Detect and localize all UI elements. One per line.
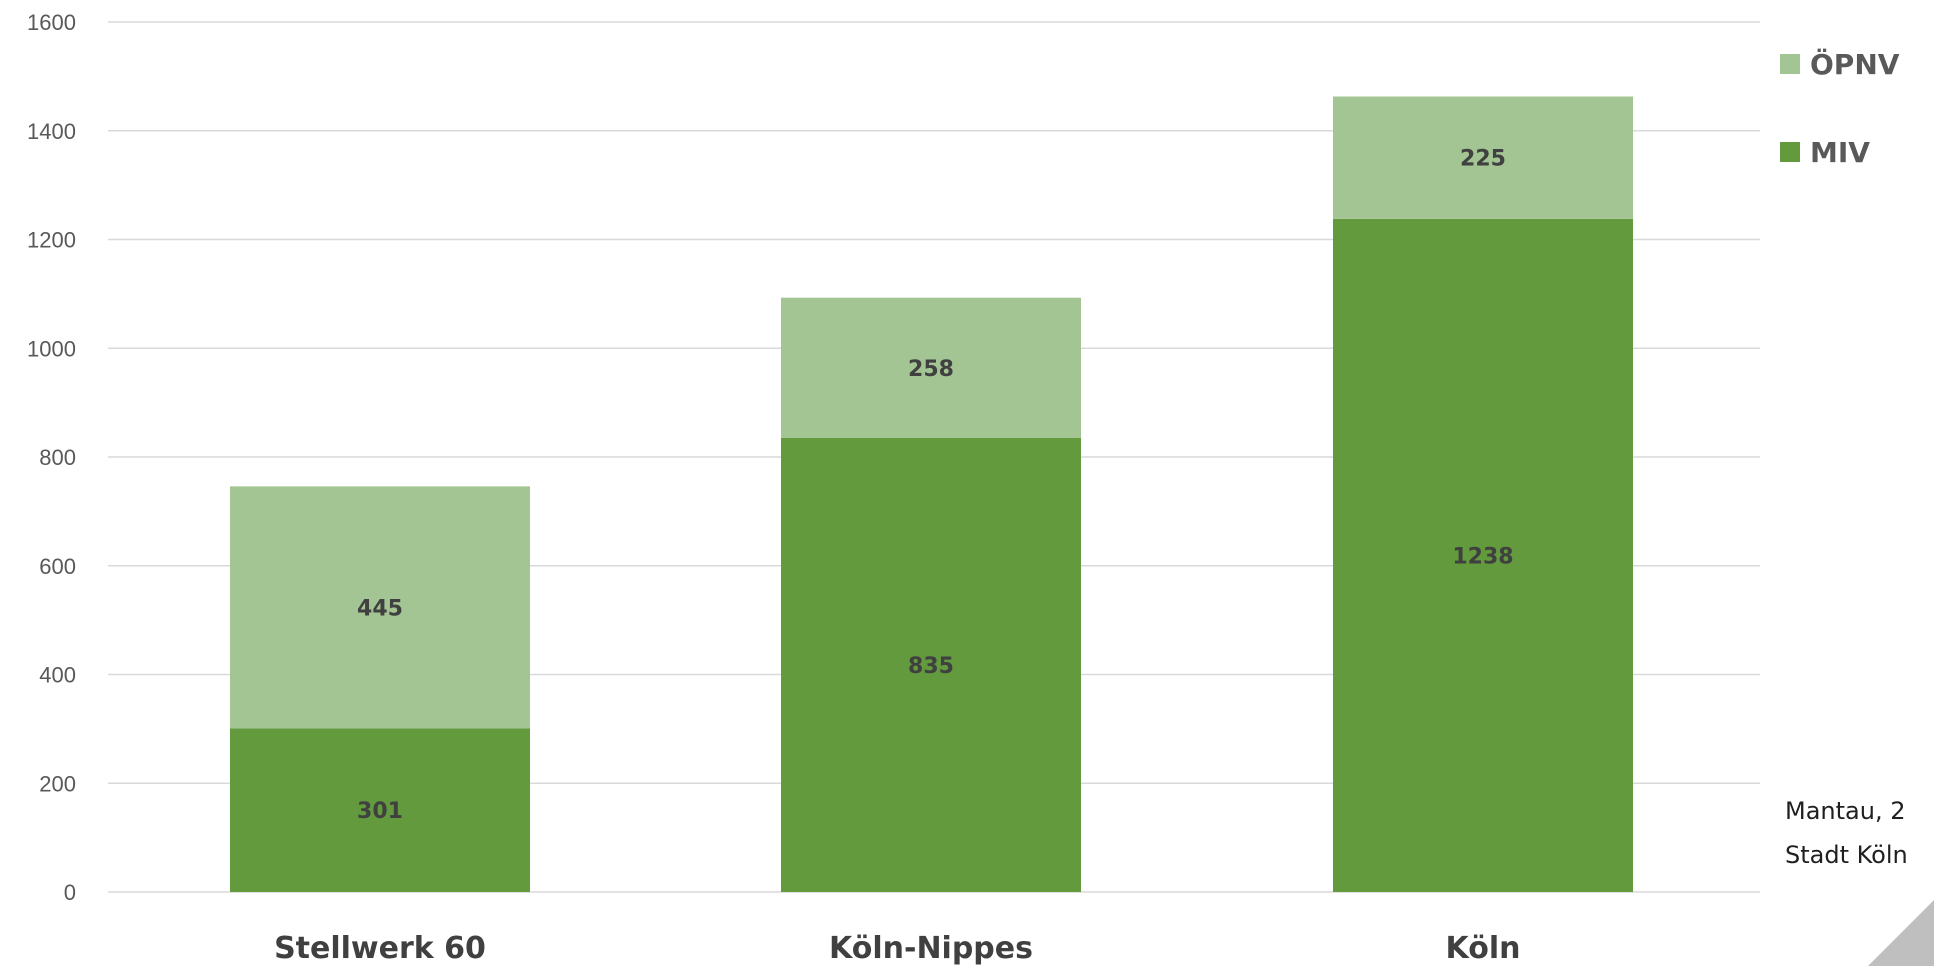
- y-axis-ticks: 0 200 400 600 800 1000 1200 1400 1600: [27, 10, 76, 905]
- x-tick-label-2: Köln: [1446, 931, 1521, 966]
- bar-ÖPNV-0: [230, 486, 530, 729]
- source-note-line-2: Stadt Köln: [1785, 841, 1908, 869]
- bar-MIV-2: [1333, 218, 1633, 892]
- source-note-line-1: Mantau, 2: [1785, 797, 1906, 825]
- data-label-ÖPNV-2: 225: [1460, 147, 1506, 172]
- data-label-MIV-2: 1238: [1452, 544, 1513, 569]
- legend: ÖPNV MIV: [1780, 47, 1900, 169]
- data-labels: 301 445 835 258 1238 225: [357, 147, 1514, 825]
- legend-swatch-0: [1780, 54, 1800, 74]
- bar-MIV-1: [781, 437, 1081, 892]
- data-label-MIV-0: 301: [357, 799, 403, 824]
- y-tick-label-1600: 1600: [27, 10, 76, 35]
- y-tick-label-800: 800: [39, 445, 76, 470]
- y-tick-label-1400: 1400: [27, 119, 76, 144]
- y-tick-label-600: 600: [39, 554, 76, 579]
- legend-swatch-1: [1780, 142, 1800, 162]
- bar-ÖPNV-2: [1333, 96, 1633, 219]
- corner-fold-icon: [1868, 900, 1934, 966]
- y-tick-label-1200: 1200: [27, 228, 76, 253]
- bar-MIV-0: [230, 728, 530, 892]
- x-tick-label-0: Stellwerk 60: [274, 931, 486, 966]
- y-tick-label-0: 0: [64, 880, 76, 905]
- x-tick-label-1: Köln-Nippes: [829, 931, 1033, 966]
- y-tick-label-1000: 1000: [27, 336, 76, 361]
- data-label-ÖPNV-1: 258: [908, 357, 954, 382]
- legend-label-1: MIV: [1810, 136, 1870, 169]
- data-label-MIV-1: 835: [908, 654, 954, 679]
- data-label-ÖPNV-0: 445: [357, 596, 403, 621]
- bar-ÖPNV-1: [781, 297, 1081, 438]
- legend-label-0: ÖPNV: [1810, 47, 1900, 81]
- y-tick-label-200: 200: [39, 771, 76, 796]
- x-axis-labels: Stellwerk 60 Köln-Nippes Köln: [274, 931, 1520, 966]
- bars: [230, 96, 1633, 892]
- y-tick-label-400: 400: [39, 663, 76, 688]
